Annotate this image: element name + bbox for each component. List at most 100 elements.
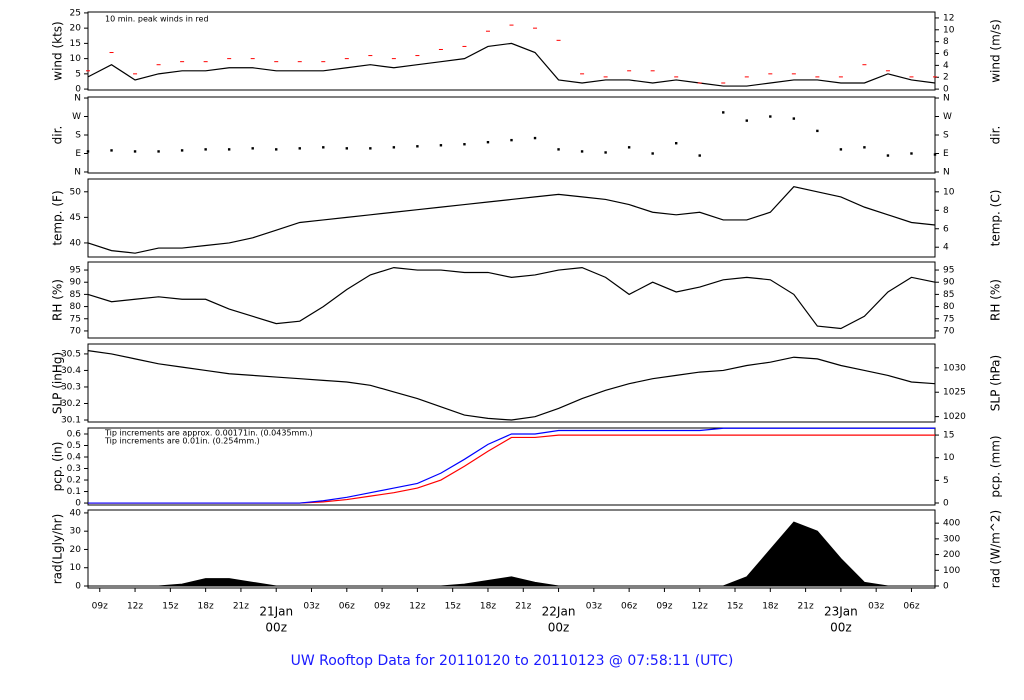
x-tick-label: 09z bbox=[374, 602, 390, 612]
x-tick-label: 03z bbox=[586, 602, 602, 612]
dir-point bbox=[439, 144, 443, 147]
date-label: 21Jan bbox=[259, 605, 293, 619]
y2-axis-label: pcp. (mm) bbox=[989, 435, 1003, 497]
y-tick-label: E bbox=[75, 149, 81, 159]
dir-point bbox=[604, 151, 607, 154]
series-line bbox=[87, 186, 936, 254]
panel-frame bbox=[87, 427, 936, 506]
y2-tick-label: N bbox=[943, 167, 950, 177]
dir-point bbox=[180, 149, 184, 152]
y2-tick-label: W bbox=[943, 112, 952, 122]
x-tick-label: 12z bbox=[692, 602, 708, 612]
y-tick-label: 40 bbox=[70, 238, 82, 248]
dir-point bbox=[275, 148, 278, 151]
y2-tick-label: 70 bbox=[943, 326, 955, 336]
x-tick-label: 18z bbox=[480, 602, 496, 612]
y-tick-label: 0 bbox=[75, 85, 81, 95]
y-axis-label: dir. bbox=[51, 126, 65, 145]
y-tick-label: 25 bbox=[70, 8, 81, 18]
y-axis-label: pcp. (in) bbox=[51, 442, 65, 492]
y2-tick-label: 10 bbox=[943, 187, 955, 197]
rad-area bbox=[88, 521, 935, 587]
dir-point bbox=[251, 147, 254, 150]
y2-tick-label: 4 bbox=[943, 61, 949, 71]
x-tick-label: 15z bbox=[162, 602, 178, 612]
y-tick-label: 20 bbox=[70, 545, 82, 555]
y-tick-label: 45 bbox=[70, 213, 81, 223]
dir-point bbox=[486, 140, 490, 144]
y-tick-label: 0.6 bbox=[67, 429, 82, 439]
dir-point bbox=[110, 149, 113, 152]
dir-point bbox=[722, 111, 725, 114]
y2-tick-label: 8 bbox=[943, 37, 949, 47]
y-tick-label: 30 bbox=[70, 527, 82, 537]
y2-tick-label: 0 bbox=[943, 499, 949, 509]
x-tick-label: 15z bbox=[727, 602, 743, 612]
date-label: 22Jan bbox=[542, 605, 576, 619]
date-label: 23Jan bbox=[824, 605, 858, 619]
y-tick-label: 40 bbox=[70, 508, 82, 518]
annotation: 10 min. peak winds in red bbox=[105, 15, 209, 24]
y-tick-label: 0.4 bbox=[67, 453, 82, 463]
y2-tick-label: 200 bbox=[943, 550, 960, 560]
y-tick-label: 20 bbox=[70, 24, 82, 34]
y-axis-label: rad(Lgly/hr) bbox=[51, 514, 65, 585]
y2-axis-label: dir. bbox=[989, 126, 1003, 145]
y-tick-label: 80 bbox=[70, 302, 82, 312]
y2-axis-label: RH (%) bbox=[989, 279, 1003, 321]
x-tick-label: 00z bbox=[830, 621, 852, 635]
y-tick-label: 30.2 bbox=[61, 399, 81, 409]
x-tick-label: 09z bbox=[656, 602, 672, 612]
y-tick-label: 70 bbox=[70, 326, 82, 336]
x-tick-label: 18z bbox=[762, 602, 778, 612]
dir-point bbox=[839, 148, 843, 151]
x-tick-label: 12z bbox=[409, 602, 425, 612]
y2-tick-label: 300 bbox=[943, 534, 960, 544]
y-tick-label: 10 bbox=[70, 563, 82, 573]
y2-tick-label: 12 bbox=[943, 13, 954, 23]
y-axis-label: RH (%) bbox=[51, 279, 65, 321]
dir-point bbox=[769, 115, 772, 118]
y-tick-label: 50 bbox=[70, 187, 82, 197]
y-tick-label: 30.4 bbox=[61, 366, 81, 376]
dir-point bbox=[510, 138, 513, 142]
y2-tick-label: 4 bbox=[943, 243, 949, 253]
dir-point bbox=[651, 152, 654, 155]
x-tick-label: 06z bbox=[903, 602, 919, 612]
dir-point bbox=[298, 147, 301, 150]
x-tick-label: 18z bbox=[198, 602, 214, 612]
annotation: Tip increments are approx. 0.00171in. (0… bbox=[104, 429, 313, 438]
x-tick-label: 06z bbox=[621, 602, 637, 612]
y-tick-label: 30.1 bbox=[61, 416, 81, 426]
y-tick-label: 30.3 bbox=[61, 382, 81, 392]
dir-point bbox=[698, 154, 701, 157]
y2-tick-label: 80 bbox=[943, 302, 955, 312]
x-tick-label: 21z bbox=[515, 602, 531, 612]
dir-point bbox=[792, 117, 796, 120]
dir-point bbox=[345, 147, 349, 150]
x-tick-label: 00z bbox=[548, 621, 570, 635]
y2-tick-label: S bbox=[943, 131, 949, 141]
series-line bbox=[88, 427, 935, 504]
dir-point bbox=[392, 146, 396, 149]
dir-point bbox=[369, 147, 372, 150]
y-tick-label: N bbox=[74, 167, 81, 177]
y-tick-label: 75 bbox=[70, 314, 81, 324]
y2-tick-label: 1030 bbox=[943, 363, 966, 373]
y-axis-label: SLP (inHg) bbox=[51, 352, 65, 414]
y-axis-label: wind (kts) bbox=[51, 21, 65, 80]
dir-point bbox=[204, 148, 207, 151]
y2-tick-label: 75 bbox=[943, 314, 954, 324]
y-tick-label: 0.5 bbox=[67, 441, 81, 451]
dir-point bbox=[133, 150, 137, 153]
y2-tick-label: 5 bbox=[943, 476, 949, 486]
y2-tick-label: 90 bbox=[943, 278, 955, 288]
y2-axis-label: wind (m/s) bbox=[989, 19, 1003, 83]
y2-tick-label: 15 bbox=[943, 431, 954, 441]
x-tick-label: 21z bbox=[233, 602, 249, 612]
dir-point bbox=[910, 152, 913, 155]
y-tick-label: 0.1 bbox=[67, 487, 81, 497]
y2-tick-label: E bbox=[943, 149, 949, 159]
y2-tick-label: 1025 bbox=[943, 388, 966, 398]
x-tick-label: 03z bbox=[868, 602, 884, 612]
